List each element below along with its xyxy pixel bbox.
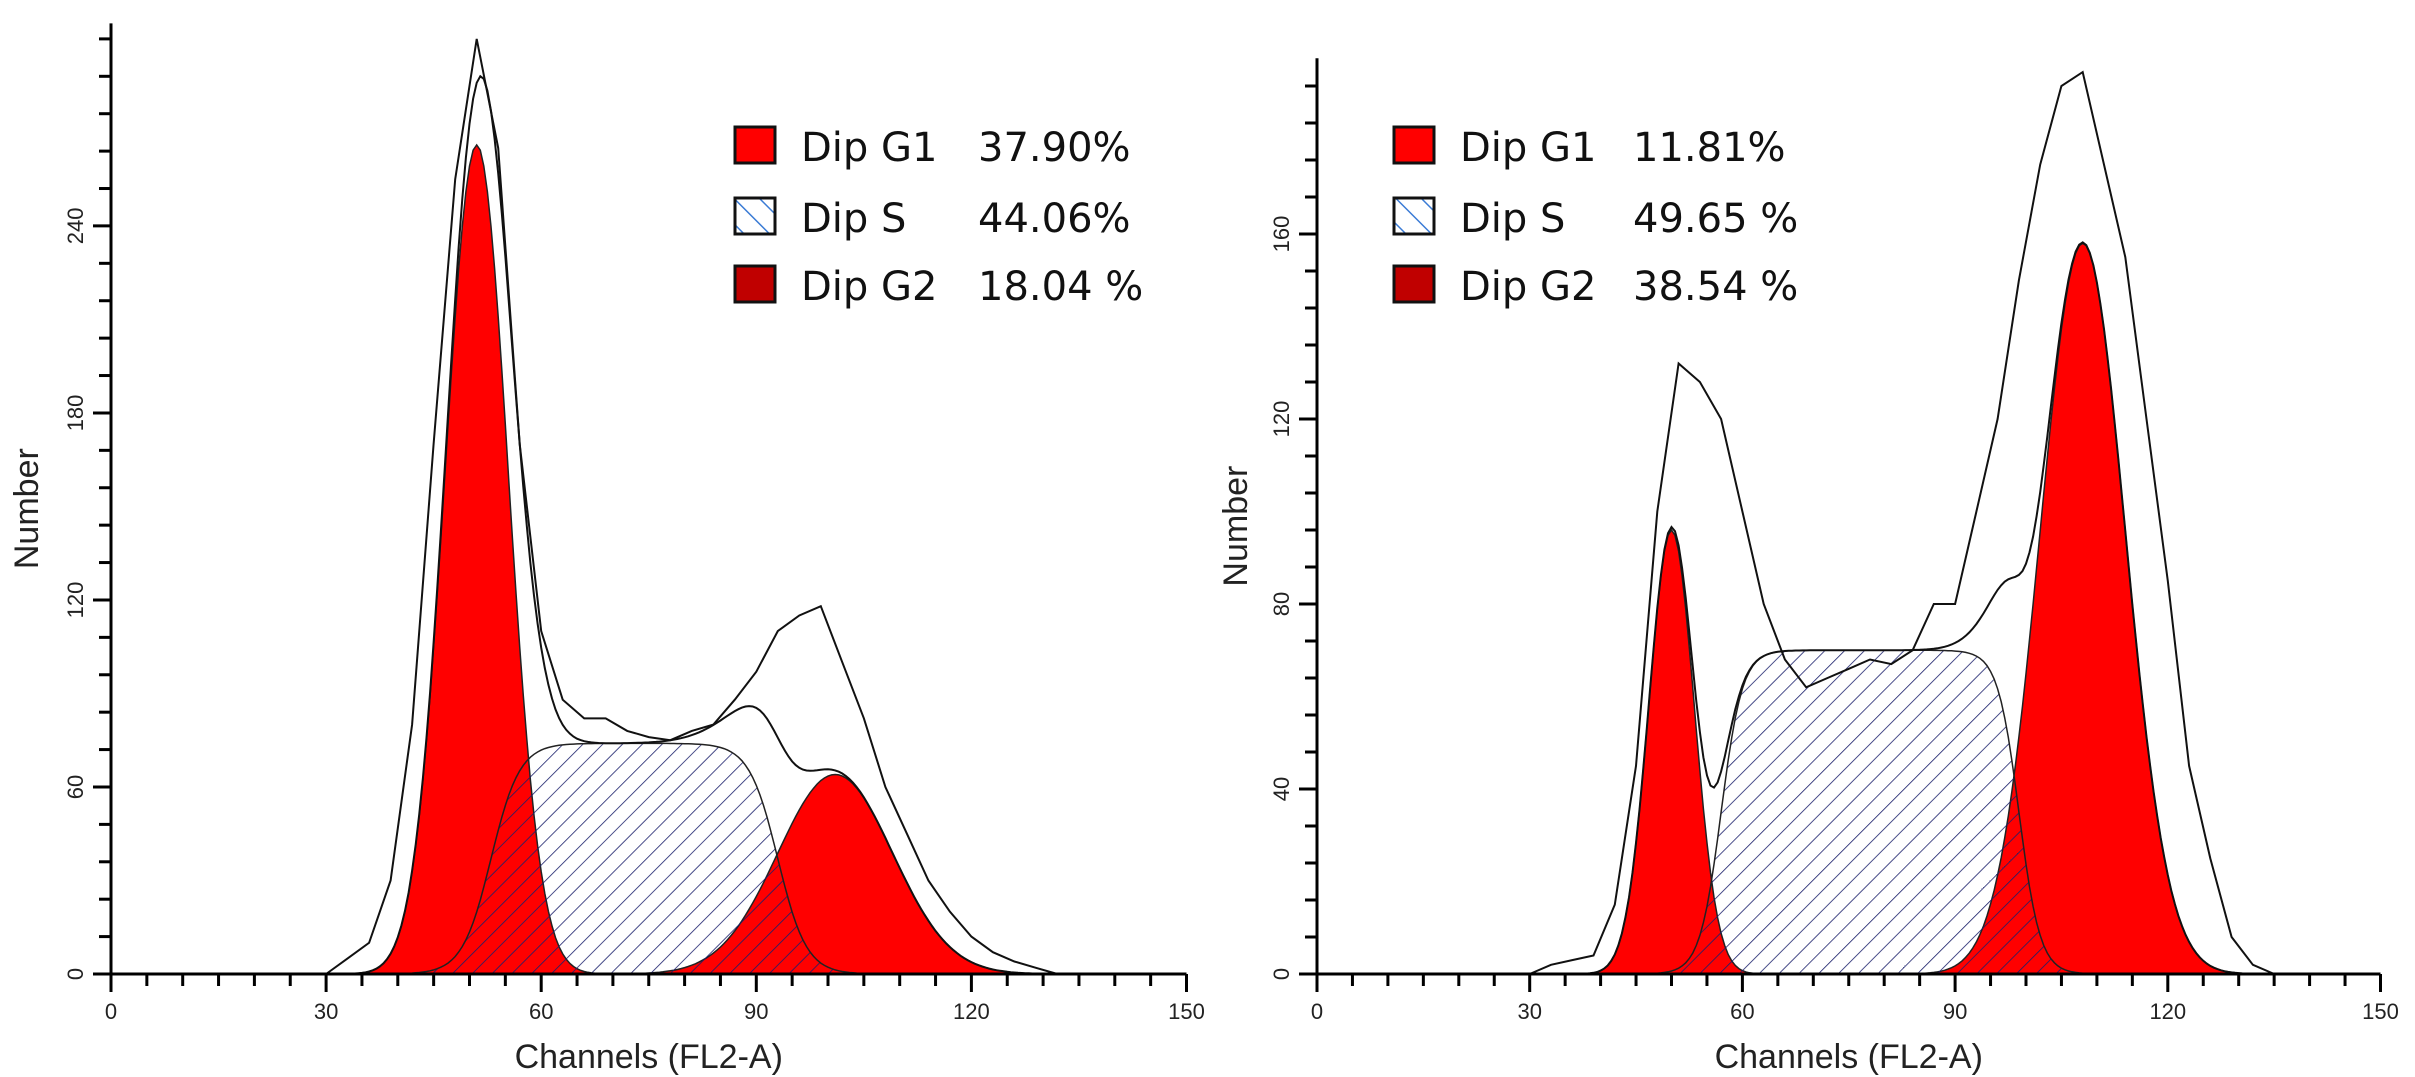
x-tick-label: 120 [2149, 999, 2186, 1024]
x-tick-label: 150 [1168, 999, 1205, 1024]
legend-percent: 11.81% [1633, 125, 1786, 171]
s-phase-area [1494, 649, 2310, 975]
y-tick-label: 80 [1269, 592, 1294, 616]
histogram-data-line [1529, 70, 2275, 975]
x-tick-label: 60 [529, 999, 553, 1024]
y-tick-label: 60 [63, 775, 88, 799]
x-tick-label: 60 [1730, 999, 1754, 1024]
fitted-model-line [1494, 241, 2310, 975]
x-tick-label: 0 [1311, 999, 1323, 1024]
y-tick-label: 160 [1269, 216, 1294, 253]
x-tick-label: 90 [744, 999, 768, 1024]
y-axis-title: Number [8, 448, 46, 569]
y-tick-label: 0 [63, 968, 88, 980]
legend-label: Dip G2 [801, 264, 937, 310]
x-tick-label: 120 [953, 999, 990, 1024]
x-tick-label: 30 [314, 999, 338, 1024]
histogram-data-line [325, 38, 1058, 975]
legend-percent: 38.54 % [1633, 264, 1798, 310]
y-tick-label: 120 [1269, 401, 1294, 438]
y-tick-label: 180 [63, 395, 88, 432]
x-axis-title: Channels (FL2-A) [515, 1038, 783, 1076]
legend-percent: 37.90% [978, 125, 1131, 171]
x-axis-title: Channels (FL2-A) [1715, 1038, 1983, 1076]
y-tick-label: 0 [1269, 968, 1294, 980]
legend-label: Dip G2 [1460, 264, 1596, 310]
y-axis-title: Number [1217, 466, 1255, 587]
fitted-model-line [290, 74, 1115, 975]
legend-swatch-dip-g2 [733, 264, 777, 304]
legend-swatch-dip-g2 [1392, 264, 1436, 304]
legend-swatch-dip-g1 [733, 125, 777, 165]
x-tick-label: 30 [1517, 999, 1541, 1024]
legend-percent: 49.65 % [1633, 196, 1798, 242]
chart-right: 0 30 60 90 120 150 0 40 80 120 160 Channels (FL2-A)… [1217, 58, 2399, 1076]
legend-label: Dip S [801, 196, 906, 242]
x-tick-label: 0 [105, 999, 117, 1024]
legend-swatch-dip-s [733, 196, 777, 236]
x-tick-label: 150 [2362, 999, 2399, 1024]
legend-percent: 18.04 % [978, 264, 1143, 310]
chart-left: 0 30 60 90 120 150 0 60 120 180 240 Channels (FL2-A… [8, 23, 1205, 1076]
y-tick-label: 120 [63, 582, 88, 619]
legend-label: Dip G1 [1460, 125, 1596, 171]
legend-swatch-dip-g1 [1392, 125, 1436, 165]
y-tick-label: 40 [1269, 777, 1294, 801]
legend-label: Dip S [1460, 196, 1565, 242]
legend-percent: 44.06% [978, 196, 1131, 242]
legend-label: Dip G1 [801, 125, 937, 171]
legend-swatch-dip-s [1392, 196, 1436, 236]
x-tick-label: 90 [1943, 999, 1967, 1024]
y-tick-label: 240 [63, 208, 88, 245]
